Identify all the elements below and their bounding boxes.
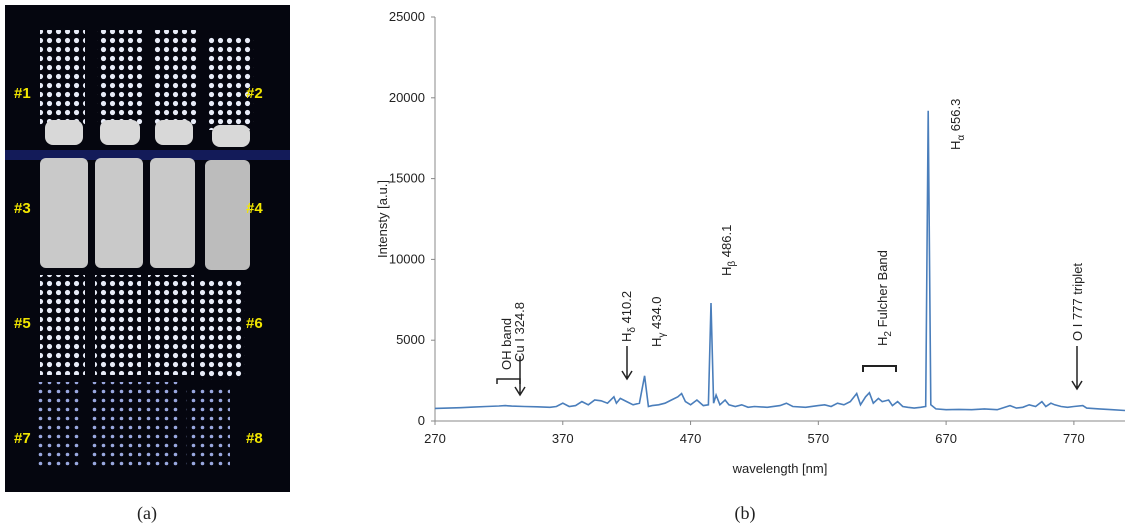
annotation: Cu I 324.8 — [512, 302, 527, 362]
annotation: Hγ 434.0 — [649, 296, 668, 347]
panel-label: #4 — [246, 200, 263, 217]
annotation-part: H — [619, 333, 634, 342]
x-axis-title: wavelength [nm] — [732, 461, 828, 476]
annotation-subscript: β — [727, 261, 738, 267]
y-tick-label: 20000 — [389, 90, 425, 105]
annotation-part: 486.1 — [719, 225, 734, 261]
y-tick-label: 15000 — [389, 171, 425, 186]
panel-label: #6 — [246, 315, 263, 332]
annotation-subscript: 2 — [883, 331, 894, 337]
annotation-part: 656.3 — [948, 99, 963, 135]
annotation-part: Fulcher Band — [875, 250, 890, 331]
annotation: Hδ 410.2 — [619, 291, 638, 342]
annotation-part: 410.2 — [619, 291, 634, 327]
annotation-subscript: γ — [657, 333, 668, 338]
x-tick-label: 570 — [807, 431, 829, 446]
x-tick-label: 770 — [1063, 431, 1085, 446]
caption: (a) — [137, 503, 157, 524]
y-tick-label: 25000 — [389, 9, 425, 24]
spectrum-line — [434, 110, 1126, 412]
annotation: OH band — [499, 318, 514, 370]
annotation-shapes — [496, 346, 1083, 397]
annotation: Hα 656.3 — [948, 99, 967, 150]
y-tick-label: 5000 — [396, 332, 425, 347]
panel-label: #3 — [14, 200, 31, 217]
annotation-part: H — [719, 267, 734, 276]
annotation-subscript: α — [956, 135, 967, 141]
caption: (b) — [735, 503, 756, 524]
annotation: H2 Fulcher Band — [875, 250, 894, 346]
panel-label: #1 — [14, 85, 31, 102]
y-axis-title: Intensty [a.u.] — [375, 180, 390, 258]
x-tick-label: 470 — [680, 431, 702, 446]
annotation: O I 777 triplet — [1070, 263, 1085, 341]
x-tick-label: 670 — [935, 431, 957, 446]
annotation-subscript: δ — [627, 327, 638, 333]
panel-label: #5 — [14, 315, 31, 332]
annotation-part: 434.0 — [649, 296, 664, 332]
panel-label: #2 — [246, 85, 263, 102]
annotation-part: H — [875, 337, 890, 346]
annotation-part: H — [649, 338, 664, 347]
x-tick-label: 270 — [424, 431, 446, 446]
panel-label: #7 — [14, 430, 31, 447]
y-tick-label: 0 — [418, 413, 425, 428]
panel-label: #8 — [246, 430, 263, 447]
annotation-part: H — [948, 141, 963, 150]
x-tick-label: 370 — [552, 431, 574, 446]
annotation: Hβ 486.1 — [719, 225, 738, 276]
y-tick-label: 10000 — [389, 251, 425, 266]
photo: #1 #2 #3 #4 #5 #6 #7 #8 — [5, 5, 290, 492]
